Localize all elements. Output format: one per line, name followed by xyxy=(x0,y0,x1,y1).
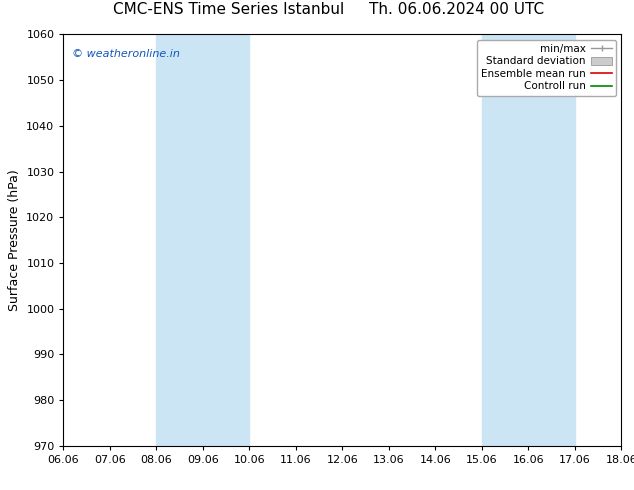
Legend: min/max, Standard deviation, Ensemble mean run, Controll run: min/max, Standard deviation, Ensemble me… xyxy=(477,40,616,96)
Bar xyxy=(482,34,575,446)
Text: Th. 06.06.2024 00 UTC: Th. 06.06.2024 00 UTC xyxy=(369,2,544,17)
Bar xyxy=(157,34,249,446)
Text: CMC-ENS Time Series Istanbul: CMC-ENS Time Series Istanbul xyxy=(113,2,344,17)
Text: © weatheronline.in: © weatheronline.in xyxy=(72,49,179,59)
Y-axis label: Surface Pressure (hPa): Surface Pressure (hPa) xyxy=(8,169,21,311)
